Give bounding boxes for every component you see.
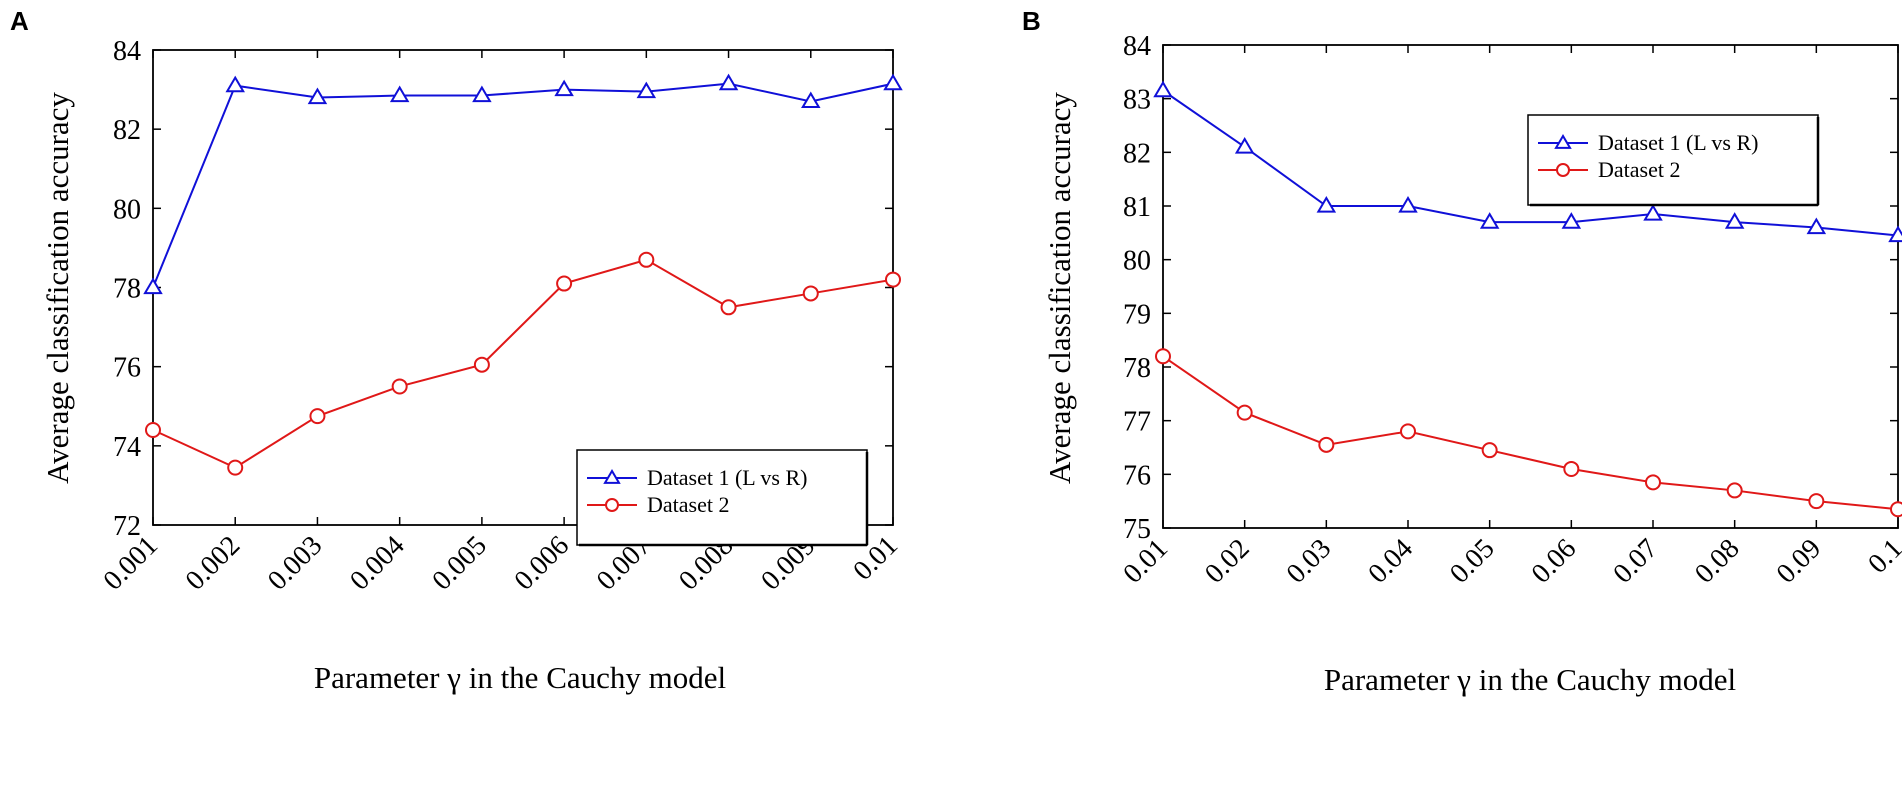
data-point-circle [556,275,573,292]
legend-label: Dataset 1 (L vs R) [647,465,807,490]
data-point-triangle [554,79,574,97]
y-tick-label: 76 [113,353,141,384]
x-tick-label: 0.02 [1199,533,1256,590]
y-tick-label: 84 [1123,31,1151,62]
legend-box [1527,114,1819,206]
data-point-triangle [1153,80,1173,98]
legend-label: Dataset 2 [647,492,729,517]
y-tick-label: 77 [1123,407,1151,438]
data-point-circle [1318,436,1335,453]
data-point-circle [1236,404,1253,421]
data-point-triangle [1724,212,1745,229]
data-point-triangle [718,73,739,91]
x-tick-label: 0.003 [262,530,328,596]
data-point-triangle [636,81,657,99]
plot-frame [1162,44,1899,529]
y-tick-label: 83 [1123,85,1151,116]
data-point-circle [473,356,490,373]
y-axis-title: Average classification accuracy [1042,92,1077,484]
x-tick-label: 0.09 [1771,533,1828,590]
legend-marker-triangle [603,469,621,484]
y-tick-label: 80 [1123,246,1151,277]
data-point-circle [1808,493,1825,510]
data-point-circle [1481,442,1498,459]
data-point-circle [1726,482,1743,499]
data-point-circle [391,378,408,395]
data-point-triangle [1643,204,1663,221]
data-point-circle [145,422,161,438]
y-tick-label: 80 [113,194,141,225]
y-tick-label: 82 [1123,138,1151,169]
data-point-triangle [1479,212,1500,229]
legend-marker-circle [1556,163,1570,177]
x-tick-label: 0.004 [344,530,410,596]
data-point-triangle [1806,217,1827,235]
data-point-circle [1563,460,1580,477]
panel-label: A [10,6,29,36]
data-point-circle [1400,423,1416,440]
x-tick-label: 0.05 [1444,533,1501,590]
data-point-circle [309,408,326,425]
x-tick-label: 0.1 [1862,533,1902,580]
data-point-circle [638,251,655,268]
x-tick-label: 0.005 [426,530,492,596]
data-point-triangle [1888,225,1902,243]
data-point-triangle [225,75,245,93]
data-point-triangle [1316,196,1337,213]
legend-label: Dataset 2 [1598,157,1680,182]
x-axis-title: Parameter γ in the Cauchy model [1324,662,1736,697]
y-tick-label: 75 [1123,514,1151,545]
x-tick-label: 0.08 [1689,533,1746,590]
y-tick-label: 82 [113,115,141,146]
y-tick-label: 78 [1123,353,1151,384]
data-point-triangle [143,277,163,295]
data-point-triangle [389,85,410,103]
y-tick-label: 81 [1123,192,1151,223]
data-point-triangle [307,87,328,105]
y-tick-label: 74 [113,432,141,463]
series-line-2 [152,258,894,469]
data-point-circle [1155,348,1171,365]
series-line-1 [152,82,894,288]
legend-label: Dataset 1 (L vs R) [1598,130,1758,155]
y-tick-label: 84 [113,36,141,67]
x-tick-label: 0.03 [1281,533,1338,590]
series-line-1 [1162,89,1899,237]
data-point-circle [885,271,901,288]
y-tick-label: 79 [1123,299,1151,330]
legend-marker-circle [605,498,619,512]
data-point-circle [1890,501,1902,518]
x-tick-label: 0.04 [1362,533,1419,590]
x-tick-label: 0.006 [509,530,575,596]
x-tick-label: 0.002 [180,530,246,596]
data-point-triangle [1561,212,1582,229]
data-point-triangle [801,91,821,109]
data-point-triangle [472,85,492,103]
data-point-circle [802,285,819,302]
x-tick-label: 0.06 [1526,533,1583,590]
chart-panel-a: A 72 74 76 78 80 82 84 0.001 0.002 0.003 0.004 0.005… [10,6,904,695]
y-axis-title: Average classification accuracy [40,92,75,484]
series-line-2 [1162,355,1899,511]
x-axis-title: Parameter γ in the Cauchy model [314,660,726,695]
data-point-triangle [1234,136,1255,154]
y-tick-label: 76 [1123,460,1151,491]
data-point-triangle [1398,196,1418,213]
x-tick-label: 0.001 [97,530,163,596]
data-point-circle [720,299,737,316]
data-point-circle [227,459,244,476]
data-point-circle [1645,474,1661,491]
legend-box [576,449,868,546]
y-tick-label: 72 [113,511,141,542]
data-point-triangle [883,73,903,91]
x-tick-label: 0.07 [1607,533,1664,590]
panel-label: B [1022,6,1041,36]
y-tick-label: 78 [113,274,141,305]
legend-marker-triangle [1554,134,1572,149]
